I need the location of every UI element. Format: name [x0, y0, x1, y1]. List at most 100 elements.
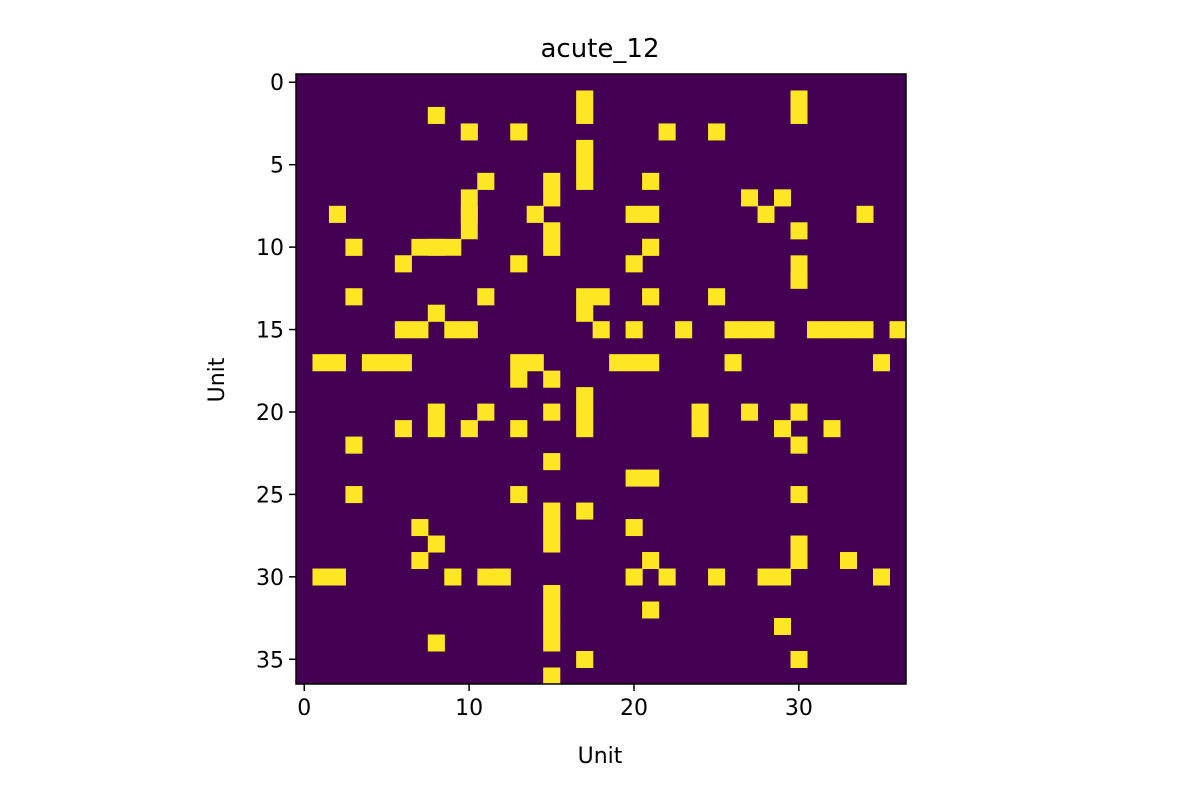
heatmap-cell — [510, 486, 528, 504]
heatmap-cell — [378, 354, 396, 372]
heatmap-cell — [576, 651, 594, 668]
heatmap-cell — [345, 288, 363, 306]
y-tick-label: 15 — [256, 319, 284, 344]
heatmap-cell — [411, 552, 429, 569]
heatmap-cell — [708, 288, 726, 306]
heatmap-cell — [708, 568, 726, 586]
heatmap-cell — [576, 288, 594, 306]
heatmap-cell — [543, 519, 561, 537]
heatmap-cell — [427, 403, 445, 421]
heatmap-cell — [543, 634, 561, 652]
heatmap-cell — [642, 205, 660, 223]
heatmap-cell — [856, 205, 874, 223]
heatmap-cell — [328, 354, 346, 372]
heatmap-cell — [757, 205, 775, 223]
heatmap-cell — [427, 304, 445, 322]
heatmap-cell — [642, 601, 660, 619]
heatmap-cell — [708, 123, 726, 141]
heatmap-cell — [823, 321, 841, 339]
y-axis: 0 5 10 15 20 25 30 35 — [256, 71, 296, 673]
heatmap-cell — [790, 552, 808, 569]
heatmap-cell — [625, 469, 643, 487]
heatmap-cell — [790, 403, 808, 421]
heatmap-cell — [658, 123, 676, 141]
heatmap-cell — [576, 90, 594, 108]
heatmap-cell — [427, 634, 445, 652]
heatmap-cell — [460, 205, 478, 223]
heatmap-cell — [642, 552, 660, 569]
y-tick-label: 30 — [256, 566, 284, 591]
heatmap-cell — [477, 568, 495, 586]
heatmap-cell — [543, 585, 561, 602]
heatmap-cell — [460, 123, 478, 141]
heatmap-cell — [790, 486, 808, 504]
heatmap-cell — [741, 321, 759, 339]
heatmap-cell — [807, 321, 824, 339]
heatmap-cell — [477, 172, 495, 190]
heatmap-cell — [312, 354, 330, 372]
heatmap-cell — [642, 238, 660, 256]
heatmap-cell — [543, 453, 561, 471]
heatmap-cell — [774, 618, 791, 635]
heatmap-cell — [790, 222, 808, 240]
heatmap-cell — [543, 238, 561, 256]
heatmap-cell — [675, 321, 693, 339]
heatmap-cell — [741, 189, 759, 207]
x-axis: 0 10 20 30 — [297, 684, 813, 721]
heatmap-cell — [510, 370, 528, 388]
heatmap-cell — [724, 321, 742, 339]
heatmap-cell — [444, 568, 462, 586]
heatmap-cell — [444, 238, 462, 256]
heatmap-cell — [889, 321, 907, 339]
heatmap-cell — [790, 271, 808, 289]
heatmap-cell — [543, 667, 561, 685]
heatmap-cell — [625, 321, 643, 339]
heatmap-cell — [394, 420, 412, 438]
heatmap-cell — [510, 420, 528, 438]
heatmap-cell — [592, 288, 610, 306]
heatmap-cell — [625, 354, 643, 372]
heatmap-cell — [625, 568, 643, 586]
heatmap-cell — [460, 222, 478, 240]
heatmap-cell — [460, 420, 478, 438]
x-tick-label: 10 — [455, 696, 483, 721]
heatmap-cell — [774, 189, 791, 207]
y-tick-label: 0 — [270, 71, 284, 96]
plot-area — [296, 74, 906, 684]
heatmap-cell — [592, 321, 610, 339]
heatmap-cell — [526, 205, 544, 223]
heatmap-cell — [427, 238, 445, 256]
heatmap-cell — [642, 354, 660, 372]
heatmap-cell — [576, 139, 594, 157]
heatmap-cell — [543, 502, 561, 520]
heatmap-cell — [840, 321, 857, 339]
heatmap-cell — [625, 255, 643, 273]
heatmap-cell — [526, 354, 544, 372]
heatmap-cell — [625, 205, 643, 223]
heatmap-cell — [576, 106, 594, 124]
heatmap-cell — [790, 651, 808, 668]
heatmap-cell — [543, 403, 561, 421]
heatmap-cell — [394, 321, 412, 339]
heatmap-cell — [873, 354, 890, 372]
heatmap-cell — [345, 238, 363, 256]
x-tick-label: 0 — [297, 696, 311, 721]
heatmap-cell — [823, 420, 841, 438]
heatmap-cell — [609, 354, 627, 372]
heatmap-cell — [328, 205, 346, 223]
heatmap-cell — [543, 189, 561, 207]
heatmap-cell — [328, 568, 346, 586]
heatmap-cell — [724, 354, 742, 372]
heatmap-cell — [658, 568, 676, 586]
heatmap-cell — [411, 519, 429, 537]
heatmap-cell — [691, 420, 709, 438]
heatmap-cell — [543, 601, 561, 619]
heatmap-cell — [411, 238, 429, 256]
heatmap-cell — [757, 321, 775, 339]
heatmap-cells — [312, 90, 907, 685]
heatmap-cell — [774, 420, 791, 438]
heatmap-cell — [790, 535, 808, 553]
heatmap-cell — [543, 172, 561, 190]
y-tick-label: 10 — [256, 236, 284, 261]
heatmap-cell — [642, 469, 660, 487]
